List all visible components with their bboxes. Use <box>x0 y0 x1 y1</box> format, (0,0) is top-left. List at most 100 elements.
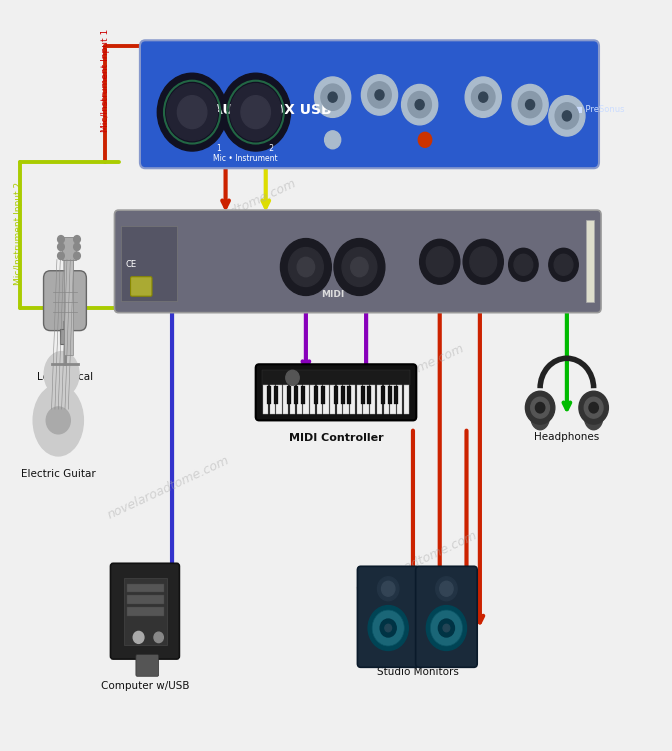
Text: Lead Vocal: Lead Vocal <box>37 372 93 382</box>
Circle shape <box>443 624 450 632</box>
Bar <box>126 608 164 617</box>
FancyBboxPatch shape <box>136 655 159 677</box>
Text: CE: CE <box>125 261 136 270</box>
Circle shape <box>221 73 290 151</box>
Bar <box>394 387 398 403</box>
Circle shape <box>589 403 598 413</box>
Circle shape <box>478 92 488 102</box>
Bar <box>404 385 409 414</box>
FancyBboxPatch shape <box>255 364 417 421</box>
Circle shape <box>430 610 462 646</box>
Bar <box>287 387 291 403</box>
Bar <box>321 387 325 403</box>
Text: ■■ PreSonus: ■■ PreSonus <box>567 105 624 114</box>
Circle shape <box>58 252 65 260</box>
Ellipse shape <box>531 403 550 430</box>
Circle shape <box>514 255 533 275</box>
Circle shape <box>46 407 71 434</box>
Circle shape <box>74 252 81 260</box>
Circle shape <box>426 247 453 276</box>
Bar <box>370 385 376 414</box>
Bar <box>361 387 365 403</box>
Bar <box>314 387 318 403</box>
Circle shape <box>280 239 331 295</box>
Bar <box>126 584 164 593</box>
Bar <box>334 387 338 403</box>
Circle shape <box>439 581 453 596</box>
Circle shape <box>286 370 299 385</box>
Bar <box>274 387 278 403</box>
Circle shape <box>328 92 337 102</box>
Bar <box>368 387 372 403</box>
Circle shape <box>584 397 603 418</box>
Bar <box>341 387 345 403</box>
Bar <box>120 226 177 300</box>
Text: 1                    2
Mic • Instrument: 1 2 Mic • Instrument <box>213 143 278 163</box>
Circle shape <box>382 581 395 596</box>
Bar <box>357 385 362 414</box>
Circle shape <box>230 83 281 140</box>
Bar <box>585 220 593 302</box>
Circle shape <box>385 624 392 632</box>
Bar <box>290 385 295 414</box>
Circle shape <box>426 605 466 650</box>
Circle shape <box>241 95 270 128</box>
Circle shape <box>435 577 457 601</box>
Circle shape <box>402 84 437 125</box>
Circle shape <box>314 77 351 117</box>
Text: novelaroadtome.com: novelaroadtome.com <box>353 529 479 596</box>
Ellipse shape <box>44 351 79 397</box>
Circle shape <box>325 131 341 149</box>
Circle shape <box>555 103 579 129</box>
Text: MIDI: MIDI <box>321 290 344 299</box>
Circle shape <box>509 249 538 281</box>
Bar <box>384 385 389 414</box>
FancyBboxPatch shape <box>44 271 87 330</box>
Bar <box>317 385 322 414</box>
Ellipse shape <box>33 385 83 456</box>
Bar <box>330 385 335 414</box>
Circle shape <box>562 111 571 121</box>
Circle shape <box>368 82 391 108</box>
Bar <box>347 387 351 403</box>
Circle shape <box>368 605 409 650</box>
Circle shape <box>579 391 608 424</box>
Bar <box>390 385 396 414</box>
Bar <box>310 385 315 414</box>
Bar <box>60 329 71 344</box>
Circle shape <box>380 619 396 637</box>
Bar <box>64 258 73 354</box>
FancyBboxPatch shape <box>114 210 601 312</box>
Circle shape <box>526 391 555 424</box>
Bar <box>296 385 302 414</box>
Text: novelaroadtome.com: novelaroadtome.com <box>173 177 298 245</box>
Circle shape <box>321 84 344 110</box>
Ellipse shape <box>584 403 603 430</box>
Text: Computer w/USB: Computer w/USB <box>101 680 190 691</box>
Circle shape <box>415 100 424 110</box>
Text: Mic/Instrument Input 2: Mic/Instrument Input 2 <box>13 182 23 285</box>
Bar <box>269 385 275 414</box>
Circle shape <box>531 397 550 418</box>
Bar <box>303 385 308 414</box>
Bar <box>124 578 167 645</box>
Text: AUDIOBOX USB: AUDIOBOX USB <box>212 103 332 117</box>
Circle shape <box>177 95 207 128</box>
Circle shape <box>342 248 377 286</box>
Circle shape <box>438 619 454 637</box>
Circle shape <box>372 610 405 646</box>
FancyBboxPatch shape <box>416 566 477 668</box>
Circle shape <box>408 92 431 118</box>
Text: novelaroadtome.com: novelaroadtome.com <box>340 342 466 409</box>
Bar <box>300 387 304 403</box>
Circle shape <box>375 90 384 100</box>
Circle shape <box>288 248 323 286</box>
Circle shape <box>58 243 65 251</box>
Text: Headphones: Headphones <box>534 432 599 442</box>
Bar <box>381 387 385 403</box>
Circle shape <box>465 77 501 117</box>
Circle shape <box>419 240 460 284</box>
Bar <box>262 370 410 385</box>
FancyBboxPatch shape <box>358 566 419 668</box>
Circle shape <box>554 255 573 275</box>
